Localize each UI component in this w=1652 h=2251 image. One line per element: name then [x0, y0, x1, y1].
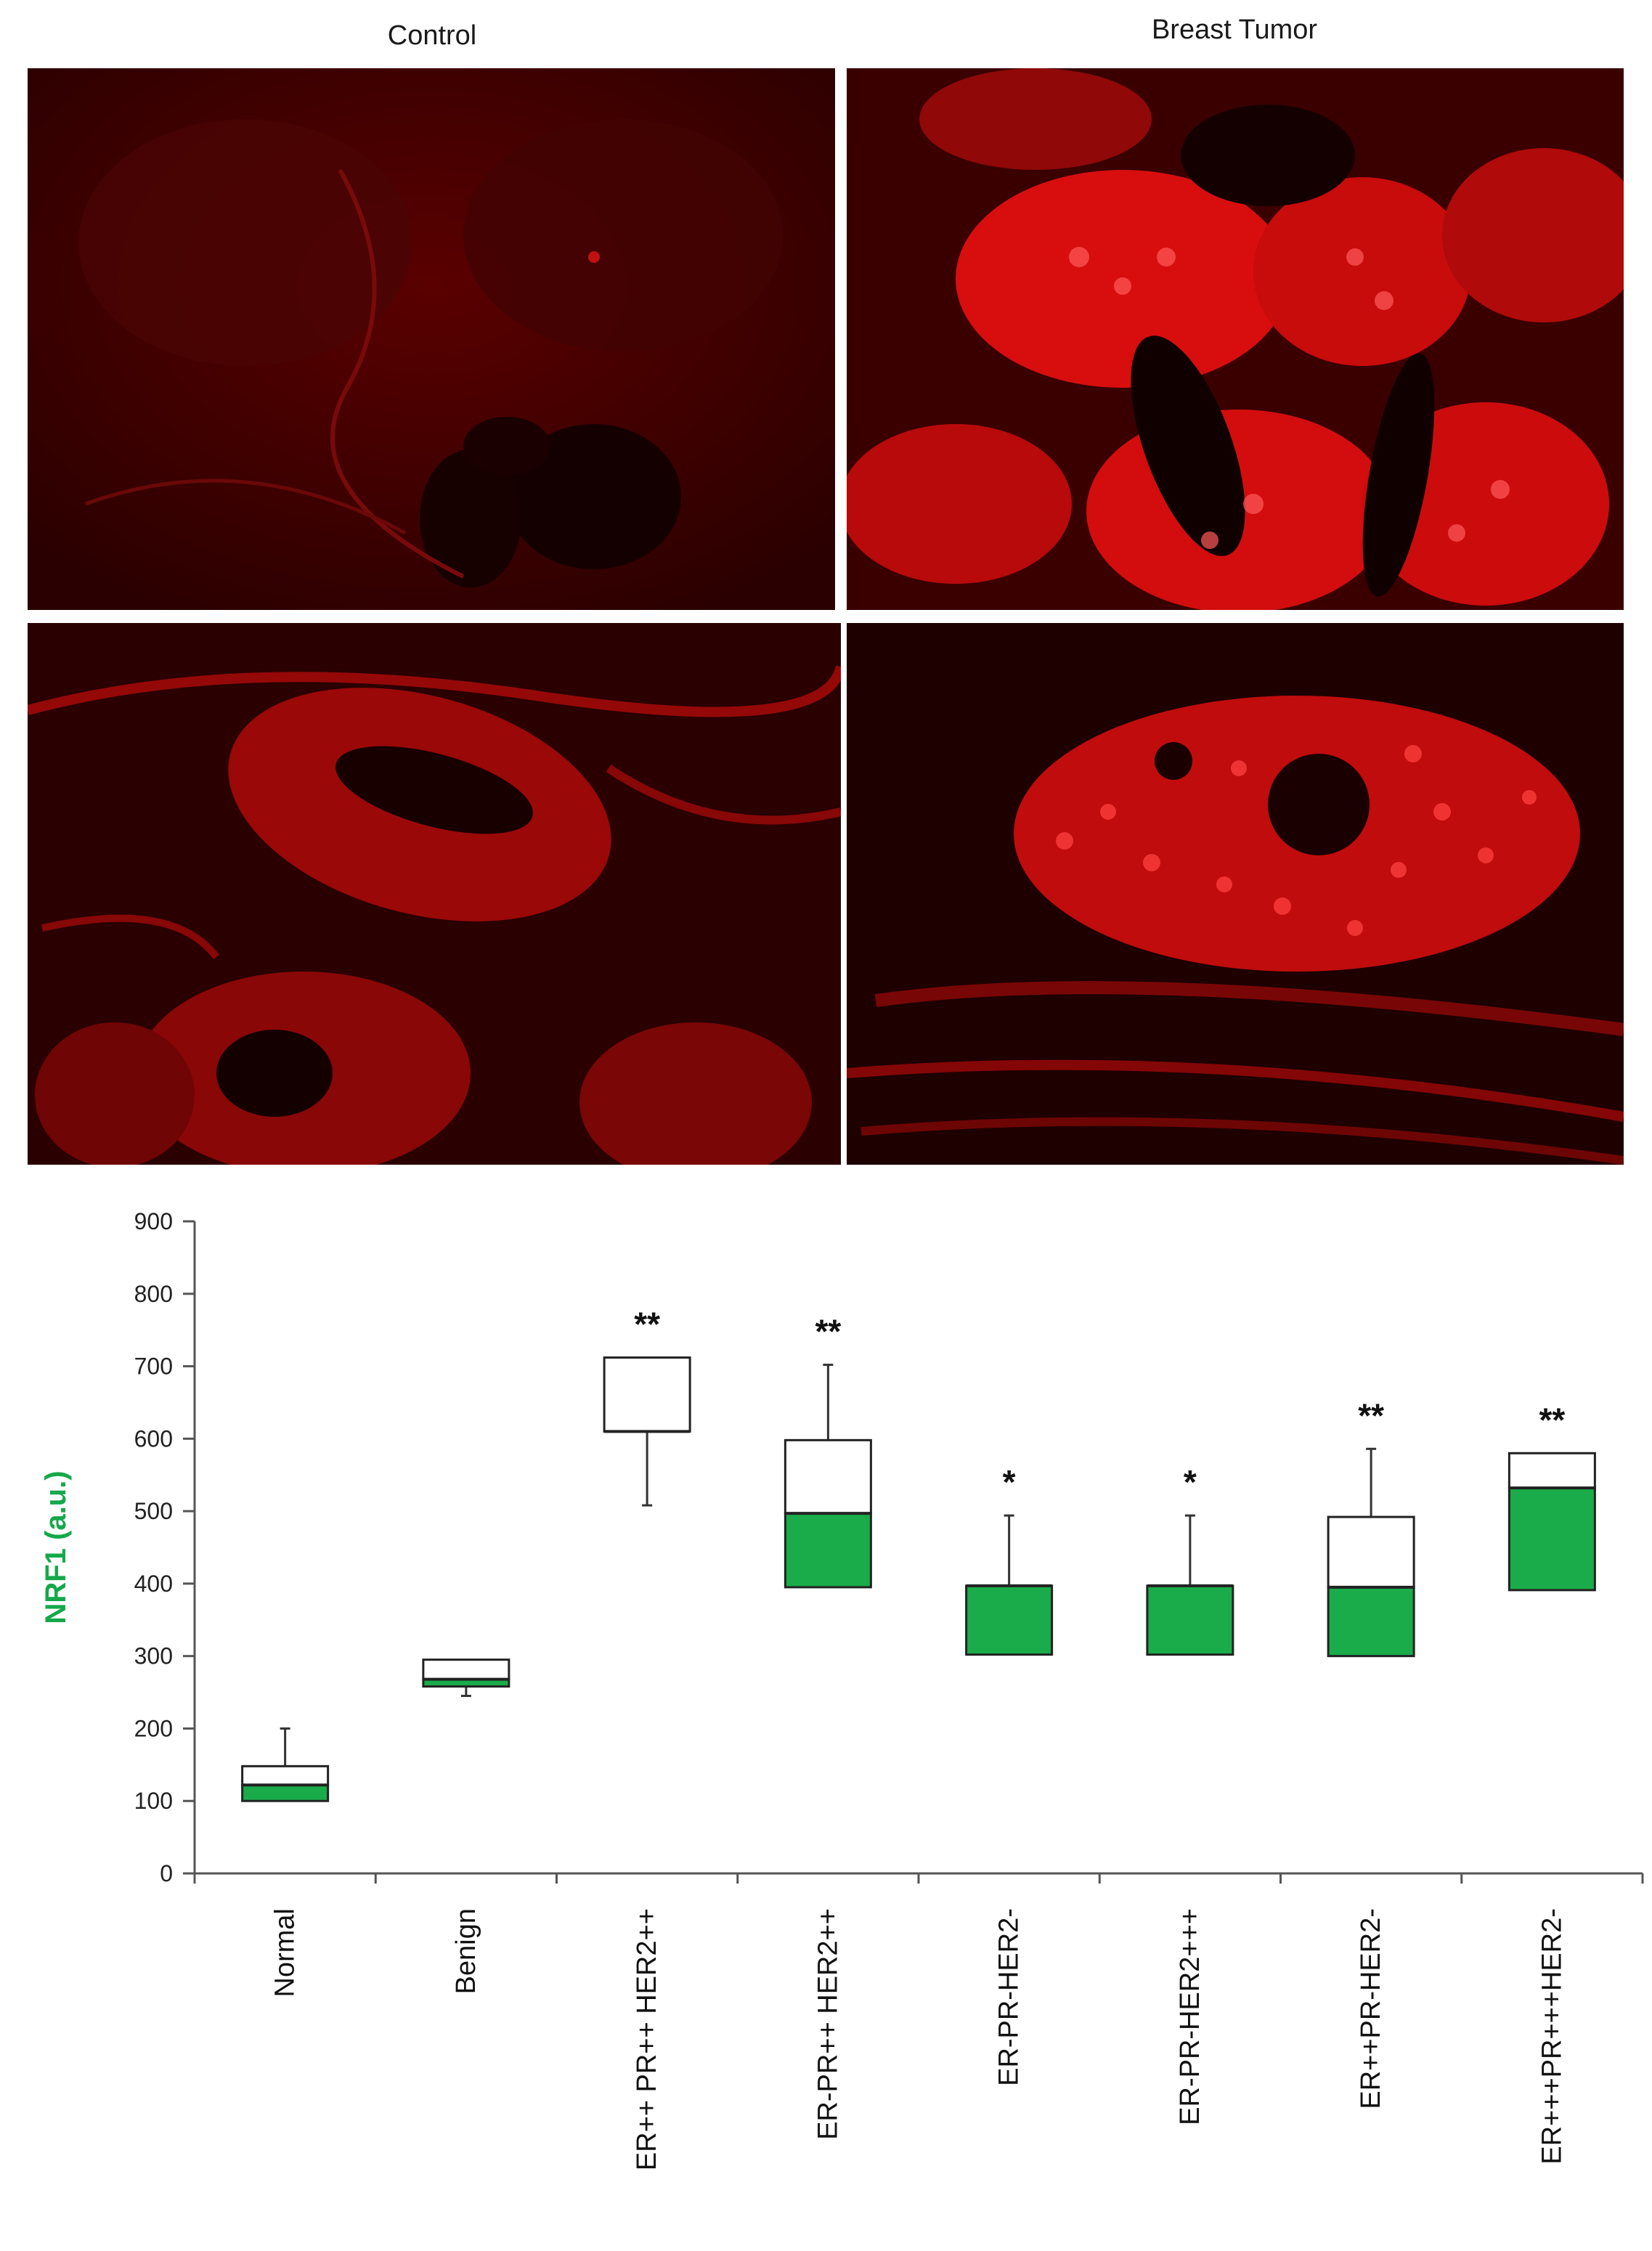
box-6: ** [1327, 1396, 1415, 1658]
box-3: ** [784, 1313, 872, 1589]
box-upper-half [1507, 1452, 1596, 1489]
box-lower-half [784, 1512, 872, 1589]
box-7: ** [1507, 1401, 1596, 1592]
y-axis-label: NRF1 (a.u.) [40, 1470, 72, 1624]
box-1 [422, 1658, 510, 1698]
category-label: ER+++PR+++HER2- [1537, 1908, 1567, 2165]
control-micrograph-bottom [28, 623, 841, 1165]
control-micrograph-top [28, 68, 835, 610]
significance-marker: ** [1358, 1396, 1384, 1434]
category-label: ER-PR-HER2+++ [1175, 1908, 1205, 2125]
y-tick-label: 0 [160, 1860, 173, 1886]
y-tick-label: 800 [134, 1281, 173, 1307]
box-4: * [965, 1463, 1054, 1656]
category-label: ER-PR++ HER2++ [813, 1908, 843, 2140]
y-tick-label: 900 [134, 1208, 173, 1234]
x-axis-category-labels: Normal Benign ER++ PR++ HER2++ ER-PR++ HER2… [270, 1908, 1568, 2170]
chart-axes [193, 1221, 1644, 1884]
box-0 [241, 1727, 330, 1802]
tumor-micrograph-top [847, 68, 1624, 610]
y-tick-label: 600 [134, 1425, 173, 1452]
y-tick-label: 400 [134, 1571, 173, 1597]
box-series: ** *** *** ** [241, 1306, 1596, 1802]
box-upper-half [241, 1764, 330, 1786]
tumor-micrograph-bottom [847, 623, 1624, 1165]
box-upper-half [784, 1438, 872, 1515]
y-axis-ticks: 0 100 200 300 400 500 600 700 800 900 [134, 1208, 195, 1886]
y-tick-label: 100 [134, 1788, 173, 1814]
significance-marker: ** [634, 1306, 660, 1343]
y-tick-label: 300 [134, 1643, 173, 1669]
box-2: ** [603, 1306, 691, 1507]
box-upper-half [1327, 1515, 1415, 1589]
category-label: ER-PR-HER2- [994, 1908, 1025, 2086]
y-tick-label: 200 [134, 1715, 173, 1741]
box-upper-half [603, 1356, 691, 1433]
category-label: ER++ PR++ HER2++ [632, 1908, 662, 2170]
box-lower-half [1146, 1584, 1234, 1656]
box-lower-half [1327, 1586, 1415, 1658]
significance-marker: * [1003, 1463, 1016, 1501]
category-label: Benign [451, 1908, 481, 1994]
y-tick-label: 700 [134, 1354, 173, 1380]
significance-marker: ** [1539, 1401, 1565, 1438]
box-lower-half [1507, 1486, 1596, 1592]
box-5: * [1146, 1463, 1234, 1656]
significance-marker: * [1184, 1463, 1197, 1501]
control-column-title: Control [387, 20, 477, 51]
box-lower-half [965, 1584, 1054, 1656]
category-label: ER++PR-HER2- [1356, 1908, 1386, 2109]
significance-marker: ** [815, 1313, 841, 1351]
box-upper-half [422, 1658, 510, 1681]
y-tick-label: 500 [134, 1498, 173, 1524]
box-lower-half [241, 1783, 330, 1802]
breast-tumor-column-title: Breast Tumor [1151, 15, 1318, 45]
category-label: Normal [270, 1908, 301, 1997]
